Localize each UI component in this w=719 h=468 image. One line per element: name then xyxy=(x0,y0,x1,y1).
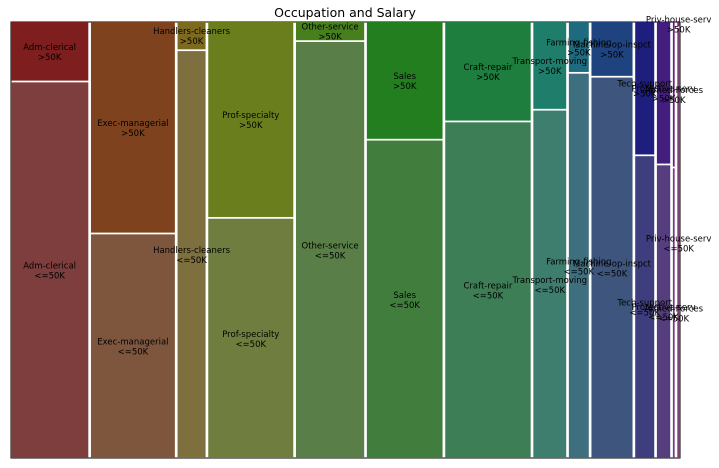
tile-farming-fishing-gt-50k xyxy=(568,22,589,72)
tile-farming-fishing-le-50k xyxy=(568,73,589,458)
tile-exec-managerial-le-50k xyxy=(90,234,175,458)
tile-label-craft-repair-le-50k: Craft-repair <=50K xyxy=(463,282,512,302)
tile-priv-house-serv-le-50k xyxy=(677,28,680,459)
tile-label-handlers-cleaners-le-50k: Handlers-cleaners <=50K xyxy=(153,246,231,266)
tile-label-transport-moving-gt-50k: Transport-moving >50K xyxy=(511,57,587,77)
tile-label-prof-specialty-le-50k: Prof-specialty <=50K xyxy=(222,330,279,350)
tile-exec-managerial-gt-50k xyxy=(90,22,175,233)
tile-label-sales-gt-50k: Sales >50K xyxy=(393,72,417,92)
tile-transport-moving-le-50k xyxy=(533,110,567,458)
tile-protective-serv-gt-50k xyxy=(656,22,671,164)
tile-label-other-service-le-50k: Other-service <=50K xyxy=(302,241,359,261)
tile-label-armed-forces-le-50k: Armed-Forces <=50K xyxy=(644,305,703,325)
tile-protective-serv-le-50k xyxy=(656,165,671,458)
tile-transport-moving-gt-50k xyxy=(533,22,567,109)
tile-label-transport-moving-le-50k: Transport-moving <=50K xyxy=(511,276,587,296)
tile-sales-gt-50k xyxy=(366,22,443,139)
tile-label-tech-support-le-50k: Tech-support <=50K xyxy=(616,299,672,319)
tile-label-protective-serv-le-50k: Protective-serv <=50K xyxy=(632,303,696,323)
tile-priv-house-serv-gt-50k xyxy=(677,22,680,27)
tile-label-adm-clerical-le-50k: Adm-clerical <=50K xyxy=(23,262,76,282)
tile-label-sales-le-50k: Sales <=50K xyxy=(389,291,420,311)
tile-armed-forces-le-50k xyxy=(672,168,675,458)
tile-label-exec-managerial-le-50k: Exec-managerial <=50K xyxy=(97,338,168,358)
tile-label-farming-fishing-le-50k: Farming-fishing <=50K xyxy=(546,257,611,277)
tile-adm-clerical-le-50k xyxy=(11,82,89,458)
tile-label-armed-forces-gt-50k: Armed-Forces >50K xyxy=(644,86,703,106)
chart-title: Occupation and Salary xyxy=(274,5,416,20)
tile-prof-specialty-gt-50k xyxy=(208,22,294,217)
tile-label-protective-serv-gt-50k: Protective-serv >50K xyxy=(632,84,696,104)
tile-label-machine-op-inspct-le-50k: Machine-op-inspct <=50K xyxy=(573,259,652,279)
tile-craft-repair-le-50k xyxy=(445,122,531,458)
tile-tech-support-gt-50k xyxy=(635,22,655,155)
tile-label-other-service-gt-50k: Other-service >50K xyxy=(302,23,359,43)
tile-sales-le-50k xyxy=(366,140,443,458)
tile-craft-repair-gt-50k xyxy=(445,22,531,121)
tile-label-farming-fishing-gt-50k: Farming-fishing >50K xyxy=(546,38,611,58)
tile-label-handlers-cleaners-gt-50k: Handlers-cleaners >50K xyxy=(153,27,231,47)
tile-label-prof-specialty-gt-50k: Prof-specialty >50K xyxy=(222,111,279,131)
tile-tech-support-le-50k xyxy=(635,156,655,458)
tile-label-machine-op-inspct-gt-50k: Machine-op-inspct >50K xyxy=(573,40,652,60)
tile-adm-clerical-gt-50k xyxy=(11,22,89,81)
tile-handlers-cleaners-le-50k xyxy=(177,51,206,459)
tile-other-service-le-50k xyxy=(295,41,365,458)
tile-label-priv-house-serv-le-50k: Priv-house-serv <=50K xyxy=(646,235,712,255)
mosaic-labels: Adm-clerical >50K Adm-clerical <=50K Exec-ma… xyxy=(23,16,711,358)
mosaic-tiles xyxy=(11,22,680,459)
tile-other-service-gt-50k xyxy=(295,22,365,41)
tile-label-craft-repair-gt-50k: Craft-repair >50K xyxy=(463,63,512,83)
tile-machine-op-inspct-le-50k xyxy=(591,77,633,459)
tile-label-exec-managerial-gt-50k: Exec-managerial >50K xyxy=(97,119,168,139)
tile-label-tech-support-gt-50k: Tech-support >50K xyxy=(616,80,672,100)
tile-armed-forces-gt-50k xyxy=(672,22,675,167)
tile-machine-op-inspct-gt-50k xyxy=(591,22,633,76)
tile-label-adm-clerical-gt-50k: Adm-clerical >50K xyxy=(23,43,76,63)
tile-prof-specialty-le-50k xyxy=(208,218,294,458)
tile-handlers-cleaners-gt-50k xyxy=(177,22,206,50)
tile-label-priv-house-serv-gt-50k: Priv-house-serv >50K xyxy=(646,16,712,36)
